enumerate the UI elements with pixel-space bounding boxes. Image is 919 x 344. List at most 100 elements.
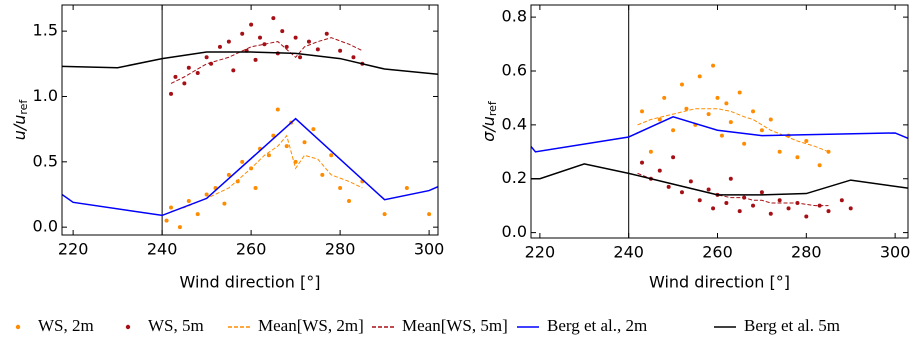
point <box>671 128 676 133</box>
point <box>293 35 298 40</box>
point <box>195 212 200 217</box>
x-tick-label: 240 <box>613 243 644 262</box>
point <box>711 63 716 68</box>
point <box>777 149 782 154</box>
point <box>302 140 307 145</box>
point <box>648 149 653 154</box>
point <box>231 68 236 73</box>
legend-label: WS, 5m <box>148 316 204 335</box>
y-tick-label: 0.0 <box>33 217 58 236</box>
y-tick-label: 0.4 <box>502 114 527 133</box>
point <box>679 82 684 87</box>
point <box>711 206 716 211</box>
point <box>204 55 209 60</box>
point <box>640 160 645 165</box>
legend-label: Berg et al. 5m <box>744 316 840 335</box>
point <box>338 48 343 53</box>
x-tick-label: 280 <box>791 243 822 262</box>
point <box>804 214 809 219</box>
y-tick-label: 0.0 <box>502 222 527 241</box>
point <box>768 211 773 216</box>
point <box>271 16 276 21</box>
point <box>662 95 667 100</box>
plot-frame <box>530 4 909 239</box>
point <box>186 65 191 70</box>
point <box>226 39 231 44</box>
point <box>284 44 289 49</box>
point <box>298 55 303 60</box>
point <box>253 185 258 190</box>
point <box>324 31 329 36</box>
point <box>338 185 343 190</box>
reference-line <box>531 115 908 153</box>
point <box>697 198 702 203</box>
point <box>169 205 174 210</box>
point <box>173 74 178 79</box>
point <box>306 39 311 44</box>
x-tick-label: 220 <box>525 243 556 262</box>
y-axis-label-main: σ/u <box>479 116 498 142</box>
point <box>697 74 702 79</box>
legend-label: Mean[WS, 2m] <box>258 316 364 335</box>
point <box>258 35 263 40</box>
reference-line <box>62 51 438 76</box>
y-axis-label-sub: ref <box>486 100 499 116</box>
plot-frame <box>61 4 439 236</box>
point <box>795 155 800 160</box>
point <box>666 184 671 189</box>
point <box>777 198 782 203</box>
y-tick-label: 0.2 <box>502 168 527 187</box>
point <box>657 168 662 173</box>
mean-line <box>637 108 829 153</box>
point <box>275 107 280 112</box>
legend-marker <box>125 324 131 330</box>
y-axis-label-sub: ref <box>17 99 30 115</box>
point <box>164 218 169 223</box>
y-tick-label: 0.8 <box>502 7 527 26</box>
point <box>728 120 733 125</box>
point <box>737 90 742 95</box>
point <box>169 91 174 96</box>
point <box>240 159 245 164</box>
point <box>226 172 231 177</box>
point <box>195 70 200 75</box>
point <box>329 153 334 158</box>
point <box>826 209 831 214</box>
mean-line <box>170 37 363 84</box>
point <box>737 209 742 214</box>
x-tick-label: 300 <box>880 243 911 262</box>
x-axis-label: Wind direction [°] <box>180 273 321 292</box>
point <box>759 128 764 133</box>
legend-marker <box>15 324 21 330</box>
reference-line <box>531 163 908 196</box>
y-tick-label: 1.0 <box>33 86 58 105</box>
point <box>177 225 182 230</box>
point <box>280 29 285 34</box>
legend-label: Berg et al., 2m <box>547 316 647 335</box>
point <box>347 199 352 204</box>
reference-line <box>62 117 438 217</box>
y-tick-label: 0.6 <box>502 60 527 79</box>
point <box>382 212 387 217</box>
point <box>817 163 822 168</box>
point <box>222 201 227 206</box>
point <box>804 139 809 144</box>
x-tick-label: 220 <box>58 240 89 259</box>
point <box>249 22 254 27</box>
point <box>271 133 276 138</box>
point <box>640 109 645 114</box>
y-tick-label: 0.5 <box>33 151 58 170</box>
point <box>848 206 853 211</box>
point <box>684 106 689 111</box>
point <box>217 44 222 49</box>
point <box>320 172 325 177</box>
point <box>786 206 791 211</box>
point <box>719 133 724 138</box>
x-tick-label: 280 <box>325 240 356 259</box>
point <box>404 185 409 190</box>
point <box>768 117 773 122</box>
point <box>186 199 191 204</box>
x-tick-label: 260 <box>236 240 267 259</box>
point <box>315 47 320 52</box>
